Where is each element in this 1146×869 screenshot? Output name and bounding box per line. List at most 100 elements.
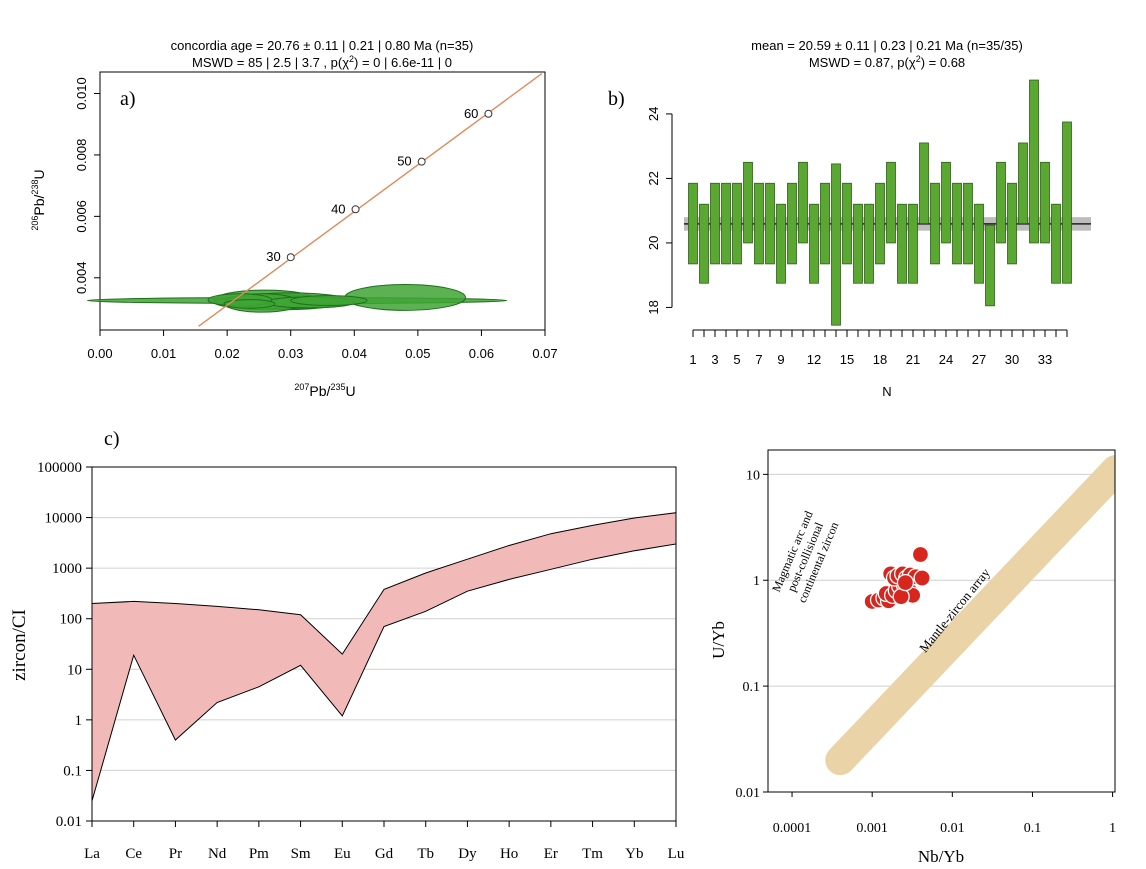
x-tick-label: 0.04: [342, 346, 367, 361]
x-tick-label: 0.05: [405, 346, 430, 361]
interval-bar: [688, 182, 698, 265]
panel-a-plot-frame: [99, 71, 546, 331]
panel-d-x-label: Nb/Yb: [918, 847, 964, 866]
x-tick-label: 1: [689, 352, 696, 367]
panel-a-x-label: 207Pb/235U: [294, 382, 355, 399]
y-tick-label: 0.01: [56, 814, 82, 830]
x-tick-label: 0.1: [1024, 821, 1042, 836]
x-tick-label: 30: [1005, 352, 1019, 367]
interval-bar: [710, 182, 720, 265]
x-tick-label: Lu: [668, 846, 685, 862]
x-tick-label: 0.07: [532, 346, 557, 361]
x-tick-label: 12: [807, 352, 821, 367]
interval-bar: [864, 203, 874, 284]
y-tick-label: 20: [646, 236, 661, 250]
panel-b-x-axis: 1 3 5 7 9 12 15 18 21 24 27 30 33: [689, 329, 1068, 367]
x-tick-label: 33: [1038, 352, 1052, 367]
interval-bar: [985, 224, 995, 307]
x-tick-label: Tm: [582, 846, 603, 862]
interval-bar: [919, 142, 929, 224]
panel-d-nb-u-plot: Mantle-zircon array Magmatic arc and pos…: [709, 449, 1116, 866]
age-marker: [484, 109, 493, 118]
y-tick-label: 0.004: [74, 262, 89, 295]
y-tick-label: 24: [646, 107, 661, 121]
x-tick-label: 1: [1109, 821, 1116, 836]
x-tick-label: Ce: [125, 846, 142, 862]
y-tick-label: 0.008: [74, 139, 89, 172]
x-tick-label: 0.0001: [773, 821, 812, 836]
x-tick-label: Yb: [625, 846, 643, 862]
y-tick-label: 1000: [52, 561, 82, 577]
error-ellipse: [290, 295, 368, 306]
panel-a-label: a): [120, 88, 136, 110]
y-tick-label: 1: [753, 574, 760, 589]
x-tick-label: Pm: [249, 846, 269, 862]
interval-bar: [952, 182, 962, 265]
interval-bar: [754, 182, 764, 265]
x-tick-label: 21: [906, 352, 920, 367]
interval-bar: [974, 203, 984, 284]
x-tick-label: 24: [939, 352, 953, 367]
interval-bar: [1051, 203, 1061, 284]
error-ellipse: [223, 299, 276, 309]
interval-bar: [798, 161, 808, 244]
x-tick-label: Nd: [208, 846, 227, 862]
interval-bar: [1029, 79, 1039, 244]
x-tick-label: 27: [972, 352, 986, 367]
mantle-array-band: [825, 455, 1115, 776]
x-tick-label: 0.01: [940, 821, 965, 836]
panel-b-title-line2: MSWD = 0.87, p(χ2) = 0.68: [809, 54, 965, 70]
x-tick-label: 3: [711, 352, 718, 367]
x-tick-label: Tb: [417, 846, 434, 862]
interval-bar: [820, 182, 830, 265]
interval-bar: [886, 161, 896, 244]
x-tick-label: Ho: [500, 846, 518, 862]
y-tick-label: 0.1: [743, 680, 761, 695]
panel-d-y-axis: 0.01 0.1 1 10: [736, 468, 768, 801]
interval-bar: [875, 182, 885, 265]
panel-c-x-axis: La Ce Pr Nd Pm Sm Eu Gd Tb Dy Ho Er Tm Yb Lu: [84, 821, 685, 862]
panel-d-y-label: U/Yb: [709, 621, 728, 659]
y-tick-label: 100: [60, 612, 83, 628]
age-marker: [417, 157, 426, 166]
age-marker-label: 30: [266, 249, 280, 264]
interval-bar: [963, 182, 973, 265]
interval-bar: [996, 161, 1006, 244]
y-tick-label: 0.01: [736, 786, 761, 801]
panel-d-plot-frame: [767, 449, 1116, 793]
panel-b-title-line1: mean = 20.59 ± 0.11 | 0.23 | 0.21 Ma (n=…: [751, 38, 1023, 53]
panel-d-points: [863, 545, 931, 611]
interval-bar: [1040, 161, 1050, 244]
panel-a-concordia-curve: 30 40 50 60: [198, 72, 543, 327]
interval-bar: [809, 203, 819, 284]
interval-bar: [941, 161, 951, 244]
panel-d-x-axis: 0.0001 0.001 0.01 0.1 1: [773, 792, 1116, 836]
y-tick-label: 100000: [37, 460, 82, 476]
interval-bar: [853, 203, 863, 284]
x-tick-label: Er: [544, 846, 558, 862]
interval-bar: [930, 182, 940, 265]
x-tick-label: 9: [777, 352, 784, 367]
x-tick-label: 15: [840, 352, 854, 367]
interval-bar: [699, 203, 709, 284]
x-tick-label: Dy: [458, 846, 477, 862]
x-tick-label: La: [84, 846, 100, 862]
y-tick-label: 22: [646, 171, 661, 185]
interval-bar: [831, 163, 841, 326]
panel-c-envelope: [91, 512, 677, 802]
data-point: [896, 573, 915, 592]
panel-c-y-axis: 0.01 0.1 1 10 100 1000 10000 100000: [37, 460, 92, 830]
x-tick-label: 7: [755, 352, 762, 367]
data-point: [913, 569, 931, 587]
panel-b-weighted-mean: mean = 20.59 ± 0.11 | 0.23 | 0.21 Ma (n=…: [608, 38, 1091, 399]
panel-d-field-label: Magmatic arc and post-collisional contin…: [769, 509, 841, 605]
y-tick-label: 0.010: [74, 77, 89, 110]
age-marker: [351, 205, 360, 214]
panel-d-gridlines: [768, 473, 1115, 687]
x-tick-label: Eu: [334, 846, 351, 862]
ree-envelope: [91, 512, 677, 802]
x-tick-label: 5: [733, 352, 740, 367]
x-tick-label: 18: [873, 352, 887, 367]
age-marker-label: 60: [464, 106, 478, 121]
